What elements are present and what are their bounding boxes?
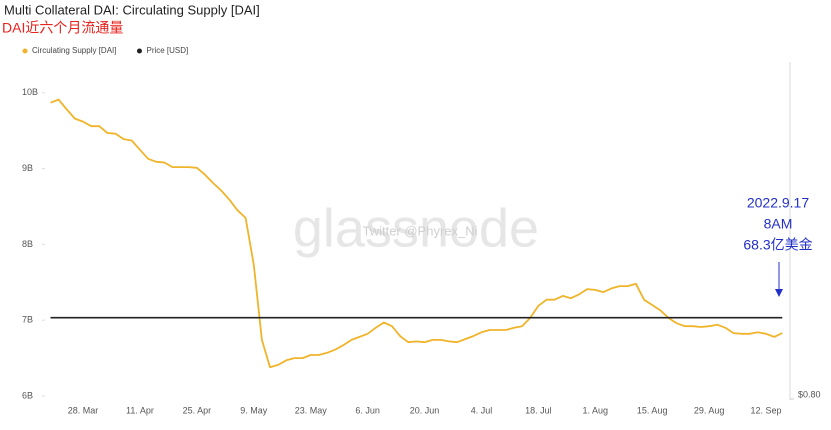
y-tick-label: 6B	[22, 390, 33, 400]
legend-marker	[136, 48, 142, 54]
chart-title: Multi Collateral DAI: Circulating Supply…	[4, 2, 260, 17]
series-line	[50, 98, 783, 369]
x-tick-label: 28. Mar	[68, 405, 99, 415]
x-tick-label: 11. Apr	[126, 405, 154, 415]
x-tick-label: 12. Sep	[751, 405, 782, 415]
x-tick-label: 20. Jun	[410, 405, 440, 415]
watermark: glassnode	[293, 198, 539, 258]
annotation-value: 68.3亿美金	[743, 237, 812, 253]
x-tick-label: 29. Aug	[694, 405, 725, 415]
x-tick-label: 9. May	[240, 405, 268, 415]
legend-label: Circulating Supply [DAI]	[32, 46, 116, 55]
chart-subtitle: DAI近六个月流通量	[2, 20, 123, 36]
annotation-time: 8AM	[764, 216, 793, 232]
x-tick-label: 1. Aug	[583, 405, 609, 415]
x-tick-label: 25. Apr	[183, 405, 212, 415]
y-tick-label: 8B	[22, 239, 33, 249]
x-tick-label: 18. Jul	[525, 405, 552, 415]
x-tick-label: 15. Aug	[637, 405, 668, 415]
x-tick-label: 23. May	[295, 405, 328, 415]
legend-marker	[22, 48, 28, 54]
y-tick-label: 10B	[22, 87, 38, 97]
annotation-arrowhead	[775, 289, 783, 297]
y-tick-label: 7B	[22, 315, 33, 325]
y-tick-label: 9B	[22, 163, 33, 173]
watermark-credit: Twitter @Phyrex_Ni	[362, 223, 477, 238]
x-tick-label: 4. Jul	[471, 405, 493, 415]
legend-label: Price [USD]	[146, 46, 188, 55]
annotation-date: 2022.9.17	[747, 195, 809, 211]
y2-tick-label: $0.80	[798, 389, 821, 399]
x-tick-label: 6. Jun	[355, 405, 380, 415]
